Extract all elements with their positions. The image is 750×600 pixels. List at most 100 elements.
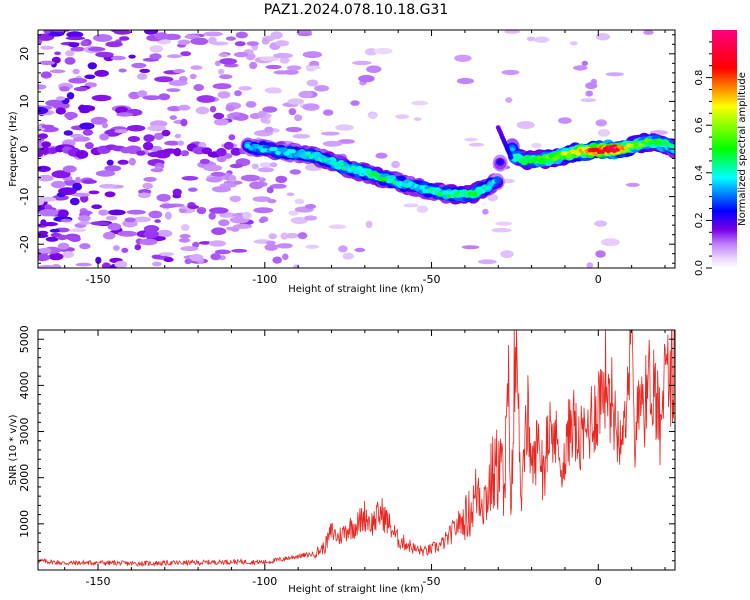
noise-blob	[62, 165, 77, 173]
noise-blob	[230, 147, 242, 156]
noise-blob	[558, 117, 572, 124]
noise-blob	[209, 207, 229, 214]
noise-blob	[38, 106, 49, 115]
noise-blob	[187, 205, 200, 209]
noise-blob	[173, 148, 182, 157]
ridge-blob	[407, 181, 414, 187]
noise-blob	[114, 260, 128, 268]
noise-blob	[179, 234, 191, 239]
noise-blob	[601, 238, 620, 247]
noise-blob	[124, 217, 136, 223]
noise-blob	[71, 192, 90, 197]
noise-blob	[464, 137, 478, 142]
noise-blob	[65, 36, 86, 41]
noise-blob	[216, 154, 227, 163]
ridge-blob	[644, 138, 651, 143]
colorbar-label: Normalized spectral amplitude	[737, 72, 748, 226]
x-tick-label: -100	[252, 575, 277, 588]
noise-blob	[154, 219, 161, 223]
noise-blob	[290, 217, 308, 224]
noise-blob	[257, 167, 274, 173]
noise-blob	[82, 129, 94, 136]
noise-blob	[128, 157, 136, 166]
noise-blob	[126, 209, 146, 215]
noise-blob	[117, 230, 138, 237]
noise-blob	[178, 208, 187, 213]
noise-blob	[142, 95, 161, 101]
x-tick-label: 0	[595, 575, 602, 588]
noise-blob	[214, 60, 221, 67]
noise-blob	[84, 74, 96, 80]
noise-blob	[203, 31, 223, 37]
noise-blob	[342, 252, 354, 260]
noise-blob	[116, 112, 134, 117]
colorbar-tick-label: 0.4	[694, 165, 705, 181]
noise-blob	[395, 114, 410, 119]
noise-blob	[168, 80, 188, 86]
noise-blob	[259, 56, 279, 62]
noise-blob	[203, 164, 223, 172]
noise-blob	[501, 69, 520, 75]
x-tick-label: -50	[423, 273, 441, 286]
y-tick-label: 20	[18, 47, 31, 61]
noise-blob	[233, 223, 253, 229]
noise-blob	[38, 39, 43, 45]
noise-blob	[107, 222, 122, 231]
noise-blob	[75, 150, 89, 159]
noise-blob	[119, 36, 130, 41]
noise-blob	[253, 207, 274, 214]
noise-blob	[51, 180, 66, 189]
noise-blob	[213, 112, 225, 120]
colorbar-tick-label: 0.8	[694, 70, 705, 86]
noise-blob	[403, 203, 419, 208]
noise-blob	[158, 93, 171, 101]
noise-blob	[322, 140, 343, 147]
noise-blob	[93, 34, 113, 42]
colorbar-gradient	[712, 30, 737, 268]
ridge-blob	[566, 152, 573, 158]
noise-blob	[48, 252, 64, 261]
ridge-blob	[338, 162, 345, 167]
ridge-blob	[374, 173, 381, 178]
noise-blob	[112, 245, 120, 251]
y-tick-label: 5000	[18, 325, 31, 353]
noise-blob	[580, 98, 597, 103]
noise-blob	[304, 204, 317, 209]
noise-blob	[228, 174, 237, 183]
noise-blob	[38, 174, 54, 182]
noise-blob	[79, 243, 91, 250]
ridge-blob	[365, 169, 372, 175]
ridge-blob	[508, 154, 514, 160]
noise-blob	[229, 195, 241, 202]
noise-blob	[51, 170, 71, 179]
snr-y-axis-label: SNR (10 * v/v)	[8, 414, 19, 485]
noise-blob	[411, 100, 429, 106]
noise-blob	[167, 106, 182, 112]
noise-blob	[75, 262, 92, 267]
noise-blob	[261, 38, 270, 45]
noise-blob	[91, 204, 102, 209]
ridge-blob	[257, 145, 263, 150]
noise-blob	[337, 139, 355, 144]
noise-blob	[154, 32, 169, 40]
noise-blob	[375, 152, 388, 159]
noise-blob	[178, 104, 191, 111]
noise-blob	[354, 247, 366, 253]
noise-blob	[275, 175, 288, 183]
noise-blob	[74, 136, 91, 142]
noise-blob	[184, 258, 192, 265]
noise-blob	[233, 51, 249, 58]
ridge-blob	[638, 143, 645, 148]
noise-blob	[107, 209, 126, 216]
noise-blob	[139, 68, 151, 73]
noise-blob	[69, 236, 81, 243]
noise-blob	[49, 228, 61, 233]
noise-blob	[38, 247, 52, 254]
noise-blob	[159, 203, 177, 209]
noise-blob	[352, 60, 372, 66]
noise-blob	[208, 36, 217, 45]
ridge-blob	[497, 159, 504, 165]
noise-blob	[43, 30, 52, 34]
y-tick-label: 2000	[18, 464, 31, 492]
noise-blob	[180, 118, 188, 127]
